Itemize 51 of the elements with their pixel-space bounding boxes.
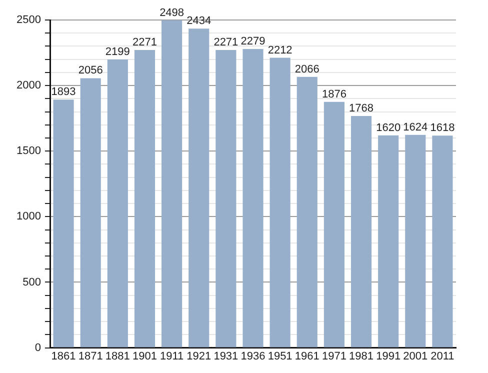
data-label: 2498 xyxy=(160,6,184,19)
y-tick-label: 1000 xyxy=(16,210,41,223)
x-tick-label: 1981 xyxy=(349,350,374,362)
y-tick-label: 500 xyxy=(22,276,41,288)
bar xyxy=(378,135,399,348)
x-tick-label: 1901 xyxy=(132,350,157,362)
x-tick-label: 1921 xyxy=(186,350,212,362)
bar xyxy=(134,50,156,348)
x-tick-label: 1881 xyxy=(105,350,130,362)
y-tick-label: 0 xyxy=(34,342,41,354)
data-label: 2271 xyxy=(132,36,157,49)
x-tick-label: 1931 xyxy=(214,350,238,362)
data-label: 1618 xyxy=(430,122,455,134)
bar xyxy=(162,20,182,348)
data-label: 1876 xyxy=(322,88,346,100)
bar xyxy=(242,48,264,348)
data-label: 2199 xyxy=(105,46,130,58)
y-tick-label: 2000 xyxy=(16,80,41,92)
data-label: 1624 xyxy=(403,121,428,134)
data-label: 1620 xyxy=(376,122,401,134)
x-tick-label: 1861 xyxy=(51,350,76,362)
x-tick-label: 1961 xyxy=(294,350,320,362)
data-label: 2434 xyxy=(186,15,212,28)
bar xyxy=(80,78,101,348)
data-label: 1893 xyxy=(51,86,76,98)
bar xyxy=(216,50,236,348)
bar xyxy=(350,116,372,348)
x-tick-label: 1911 xyxy=(160,350,184,362)
data-label: 2056 xyxy=(78,64,103,77)
data-label: 2066 xyxy=(294,63,320,76)
x-tick-label: 1971 xyxy=(322,350,346,362)
x-tick-label: 1936 xyxy=(240,350,266,362)
data-label: 1768 xyxy=(349,102,374,115)
data-label: 2212 xyxy=(268,44,292,56)
bar xyxy=(296,76,318,348)
bar xyxy=(405,134,426,348)
x-tick-label: 2011 xyxy=(430,350,454,362)
bar xyxy=(53,100,74,348)
x-tick-label: 1951 xyxy=(268,350,292,362)
bar xyxy=(270,58,290,348)
bar xyxy=(432,136,453,348)
data-label: 2279 xyxy=(240,36,266,48)
bar xyxy=(188,28,210,348)
y-tick-label: 2500 xyxy=(16,14,41,26)
x-tick-label: 1871 xyxy=(78,350,103,362)
x-tick-label: 2001 xyxy=(403,350,428,362)
x-tick-label: 1991 xyxy=(376,350,401,362)
bar xyxy=(107,59,128,348)
y-tick-label: 1500 xyxy=(16,145,41,158)
bar xyxy=(324,102,344,348)
data-label: 2271 xyxy=(214,36,238,49)
